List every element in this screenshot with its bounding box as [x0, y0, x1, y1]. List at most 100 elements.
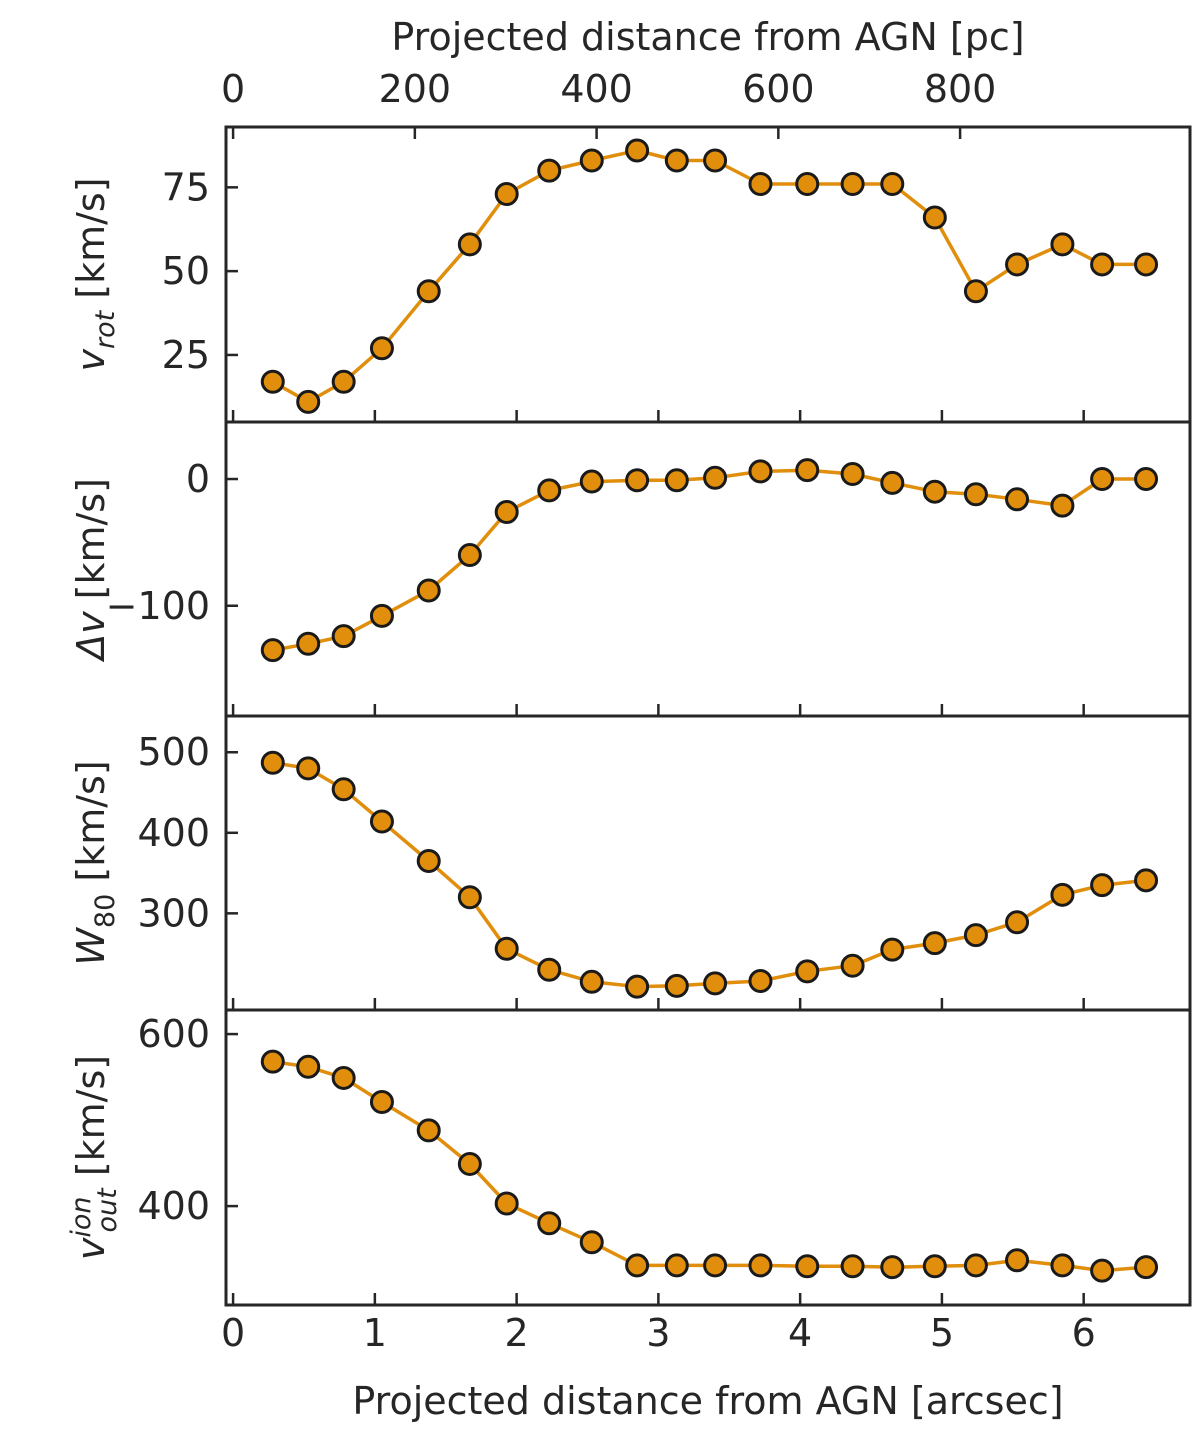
- y-axis-label: W80 [km/s]: [69, 760, 121, 965]
- top-x-axis-label: Projected distance from AGN [pc]: [391, 15, 1024, 59]
- panel-frame: [224, 1008, 1192, 1307]
- data-point: [457, 1151, 482, 1176]
- top-x-tick-label: 400: [560, 67, 633, 111]
- data-point: [579, 1230, 604, 1255]
- y-tick-label: 400: [137, 1184, 210, 1228]
- data-point: [748, 1253, 773, 1278]
- data-point: [664, 1253, 689, 1278]
- data-point: [1134, 1255, 1159, 1280]
- data-point: [369, 809, 394, 834]
- data-point: [457, 543, 482, 568]
- data-point: [880, 937, 905, 962]
- data-point: [963, 279, 988, 304]
- panel-frame: [224, 420, 1192, 718]
- data-point: [1005, 910, 1030, 935]
- data-point: [840, 953, 865, 978]
- data-point: [795, 1254, 820, 1279]
- data-point: [369, 336, 394, 361]
- y-axis-label: vionout [km/s]: [66, 1055, 123, 1260]
- panel-1: 25 50 75 vrot [km/s]: [69, 125, 1192, 424]
- bottom-x-tick-label: 6: [1072, 1311, 1096, 1355]
- data-point: [537, 1211, 562, 1236]
- data-point: [1090, 1258, 1115, 1283]
- y-tick-label: 0: [186, 457, 210, 501]
- data-point: [880, 171, 905, 196]
- data-point: [457, 232, 482, 257]
- panels: 25 50 75 vrot [km/s] −100 0 Δv [km/s] 300 400 500…: [66, 125, 1192, 1307]
- data-point: [537, 957, 562, 982]
- data-point: [748, 171, 773, 196]
- data-point: [795, 458, 820, 483]
- data-point: [1050, 232, 1075, 257]
- data-point: [1090, 467, 1115, 492]
- data-point: [416, 848, 441, 873]
- data-point: [748, 459, 773, 484]
- data-point: [880, 470, 905, 495]
- panel-3: 300 400 500 W80 [km/s]: [69, 714, 1192, 1012]
- series-line: [272, 760, 1147, 989]
- bottom-x-tick-label: 2: [505, 1311, 529, 1355]
- data-point: [494, 1191, 519, 1216]
- data-point: [664, 468, 689, 493]
- top-x-tick-label: 800: [924, 67, 997, 111]
- data-point: [537, 158, 562, 183]
- data-point: [1134, 868, 1159, 893]
- data-point: [795, 959, 820, 984]
- y-tick-label: 300: [137, 891, 210, 935]
- top-x-tick-label: 200: [379, 67, 452, 111]
- panel-2: −100 0 Δv [km/s]: [69, 420, 1192, 718]
- data-point: [1090, 873, 1115, 898]
- data-point: [703, 148, 728, 173]
- y-tick-label: 600: [137, 1012, 210, 1056]
- data-point: [840, 171, 865, 196]
- data-point: [625, 1253, 650, 1278]
- top-x-tick-label: 0: [221, 67, 245, 111]
- data-point: [922, 931, 947, 956]
- data-point: [1134, 467, 1159, 492]
- data-point: [260, 750, 285, 775]
- data-point: [1050, 493, 1075, 518]
- data-point: [260, 1049, 285, 1074]
- bottom-x-axis: 0 1 2 3 4 5 6: [221, 1311, 1096, 1355]
- top-x-tick-label: 600: [742, 67, 815, 111]
- data-point: [331, 777, 356, 802]
- data-point: [703, 971, 728, 996]
- data-point: [840, 1254, 865, 1279]
- y-tick-label: 500: [137, 730, 210, 774]
- data-point: [963, 1253, 988, 1278]
- y-tick-label: 400: [137, 811, 210, 855]
- data-point: [748, 969, 773, 994]
- data-point: [331, 624, 356, 649]
- y-tick-label: 50: [162, 249, 210, 293]
- data-point: [416, 578, 441, 603]
- data-point: [494, 499, 519, 524]
- data-point: [369, 603, 394, 628]
- data-point: [625, 974, 650, 999]
- bottom-x-axis-label: Projected distance from AGN [arcsec]: [352, 1379, 1063, 1423]
- data-point: [922, 205, 947, 230]
- bottom-x-tick-label: 1: [363, 1311, 387, 1355]
- data-point: [416, 1118, 441, 1143]
- data-point: [795, 171, 820, 196]
- data-point: [331, 369, 356, 394]
- data-point: [880, 1255, 905, 1280]
- data-point: [840, 461, 865, 486]
- data-point: [664, 148, 689, 173]
- top-x-axis: 0 200 400 600 800: [221, 67, 996, 111]
- bottom-x-tick-label: 3: [646, 1311, 670, 1355]
- data-point: [922, 479, 947, 504]
- y-axis-label: vrot [km/s]: [69, 177, 121, 371]
- bottom-x-tick-label: 0: [221, 1311, 245, 1355]
- panel-frame: [224, 714, 1192, 1012]
- data-point: [963, 923, 988, 948]
- data-point: [579, 469, 604, 494]
- bottom-x-tick-label: 5: [930, 1311, 954, 1355]
- data-point: [296, 756, 321, 781]
- panel-frame: [224, 125, 1192, 424]
- data-point: [260, 369, 285, 394]
- data-point: [1005, 487, 1030, 512]
- panel-4: 400 600 vionout [km/s]: [66, 1008, 1192, 1307]
- data-point: [296, 389, 321, 414]
- data-point: [537, 478, 562, 503]
